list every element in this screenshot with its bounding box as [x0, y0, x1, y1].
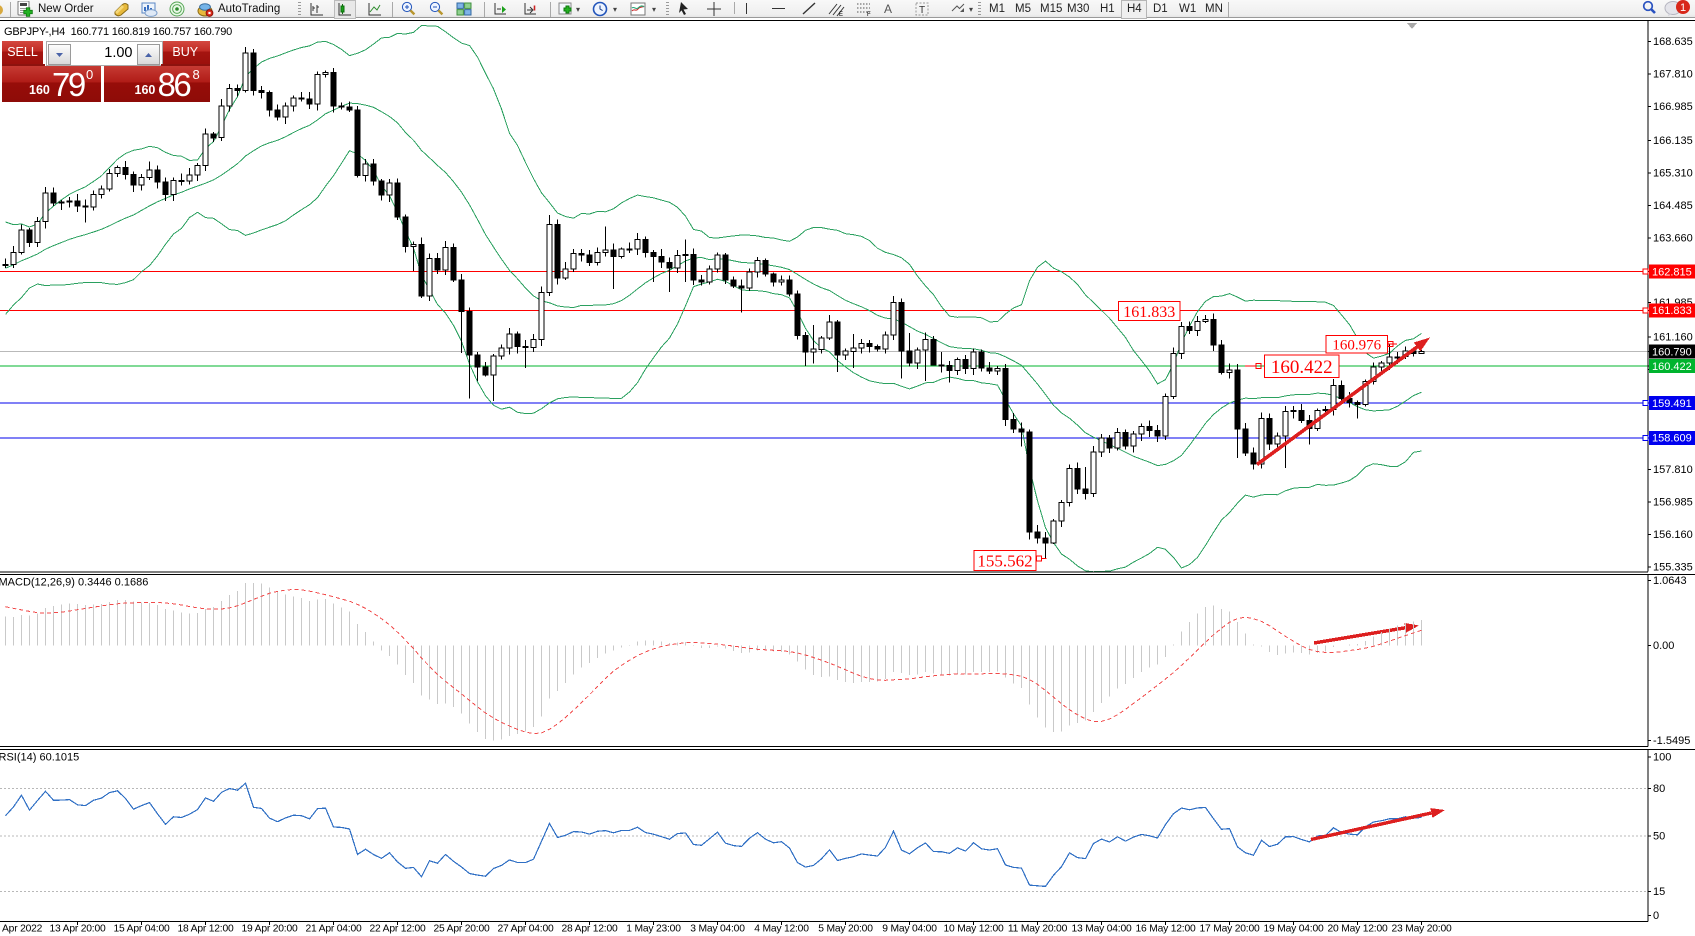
- svg-text:16 May 12:00: 16 May 12:00: [1136, 924, 1196, 935]
- svg-text:5 May 20:00: 5 May 20:00: [818, 924, 873, 935]
- svg-text:19 May 04:00: 19 May 04:00: [1264, 924, 1324, 935]
- svg-text:13 Apr 20:00: 13 Apr 20:00: [50, 924, 106, 935]
- svg-text:T: T: [919, 5, 925, 16]
- svg-text:20 May 12:00: 20 May 12:00: [1328, 924, 1388, 935]
- svg-text:15: 15: [1653, 886, 1665, 898]
- svg-text:166.985: 166.985: [1653, 101, 1693, 113]
- svg-text:3 May 04:00: 3 May 04:00: [690, 924, 745, 935]
- svg-text:11 May 20:00: 11 May 20:00: [1008, 924, 1068, 935]
- svg-text:-1.5495: -1.5495: [1653, 735, 1690, 747]
- svg-text:E: E: [839, 12, 843, 18]
- svg-text:Apr 2022: Apr 2022: [2, 924, 43, 935]
- svg-text:27 Apr 04:00: 27 Apr 04:00: [498, 924, 554, 935]
- svg-text:161.833: 161.833: [1652, 305, 1692, 317]
- svg-text:50: 50: [1653, 831, 1665, 843]
- svg-text:80: 80: [1653, 783, 1665, 795]
- svg-text:168.635: 168.635: [1653, 36, 1693, 48]
- svg-text:4 May 12:00: 4 May 12:00: [754, 924, 809, 935]
- svg-text:F: F: [867, 12, 871, 18]
- svg-text:17 May 20:00: 17 May 20:00: [1200, 924, 1260, 935]
- svg-text:0: 0: [1653, 910, 1659, 922]
- svg-text:160.976: 160.976: [1332, 338, 1381, 354]
- svg-text:164.485: 164.485: [1653, 200, 1693, 212]
- svg-text:1 May 23:00: 1 May 23:00: [626, 924, 681, 935]
- svg-text:28 Apr 12:00: 28 Apr 12:00: [562, 924, 618, 935]
- svg-text:161.833: 161.833: [1123, 304, 1175, 321]
- svg-text:167.810: 167.810: [1653, 69, 1693, 81]
- svg-text:GBPJPY-,H4 160.771 160.819 16: GBPJPY-,H4 160.771 160.819 160.757 160.7…: [4, 26, 232, 38]
- svg-text:160.790: 160.790: [1652, 346, 1692, 358]
- svg-text:0.00: 0.00: [1653, 640, 1674, 652]
- svg-text:156.985: 156.985: [1653, 497, 1693, 509]
- svg-text:19 Apr 20:00: 19 Apr 20:00: [242, 924, 298, 935]
- svg-text:155.562: 155.562: [977, 552, 1032, 571]
- svg-text:163.660: 163.660: [1653, 233, 1693, 245]
- svg-text:25 Apr 20:00: 25 Apr 20:00: [434, 924, 490, 935]
- svg-text:9 May 04:00: 9 May 04:00: [882, 924, 937, 935]
- svg-text:162.815: 162.815: [1652, 266, 1692, 278]
- svg-text:100: 100: [1653, 751, 1671, 763]
- svg-text:10 May 12:00: 10 May 12:00: [944, 924, 1004, 935]
- svg-text:157.810: 157.810: [1653, 464, 1693, 476]
- svg-text:MACD(12,26,9) 0.3446 0.1686: MACD(12,26,9) 0.3446 0.1686: [0, 577, 148, 589]
- svg-text:23 May 20:00: 23 May 20:00: [1392, 924, 1452, 935]
- svg-text:158.609: 158.609: [1652, 433, 1692, 445]
- svg-text:RSI(14) 60.1015: RSI(14) 60.1015: [0, 752, 79, 764]
- svg-text:160.422: 160.422: [1271, 357, 1333, 378]
- svg-text:159.491: 159.491: [1652, 398, 1692, 410]
- svg-text:1: 1: [1680, 2, 1686, 14]
- svg-text:160.422: 160.422: [1652, 361, 1692, 373]
- svg-text:165.310: 165.310: [1653, 167, 1693, 179]
- svg-text:155.335: 155.335: [1653, 562, 1693, 574]
- svg-text:161.160: 161.160: [1653, 332, 1693, 344]
- svg-text:18 Apr 12:00: 18 Apr 12:00: [178, 924, 234, 935]
- svg-text:1.0643: 1.0643: [1653, 575, 1687, 587]
- svg-text:15 Apr 04:00: 15 Apr 04:00: [114, 924, 170, 935]
- svg-text:156.160: 156.160: [1653, 529, 1693, 541]
- svg-text:21 Apr 04:00: 21 Apr 04:00: [306, 924, 362, 935]
- svg-text:166.135: 166.135: [1653, 135, 1693, 147]
- svg-text:22 Apr 12:00: 22 Apr 12:00: [370, 924, 426, 935]
- svg-text:13 May 04:00: 13 May 04:00: [1072, 924, 1132, 935]
